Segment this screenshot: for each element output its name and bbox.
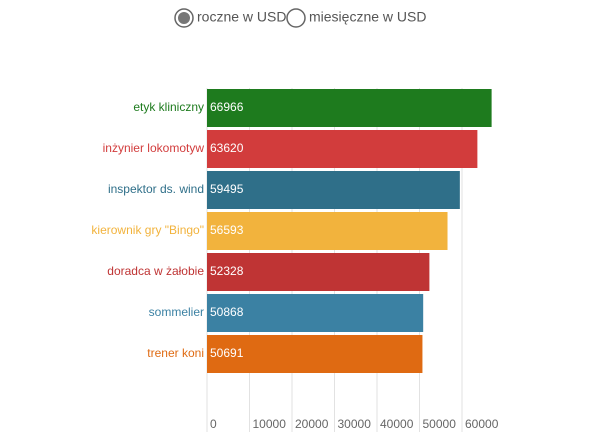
value-label: 52328 — [210, 264, 244, 278]
radio-group: roczne w USD miesięczne w USD — [174, 8, 426, 28]
bar — [207, 212, 448, 250]
x-tick-label: 20000 — [295, 417, 329, 431]
radio-label[interactable]: miesięczne w USD — [309, 9, 426, 25]
radio-circle[interactable] — [286, 8, 306, 28]
radio-dot[interactable] — [178, 12, 190, 24]
x-tick-label: 40000 — [380, 417, 414, 431]
bar — [207, 89, 492, 127]
radio-option[interactable]: roczne w USD — [174, 8, 286, 28]
x-tick-label: 10000 — [253, 417, 287, 431]
value-label: 56593 — [210, 223, 244, 237]
bar — [207, 294, 424, 332]
x-tick-label: 30000 — [338, 417, 372, 431]
x-tick-label: 0 — [210, 417, 217, 431]
bar — [207, 335, 423, 373]
bar — [207, 130, 478, 168]
value-label: 59495 — [210, 182, 244, 196]
category-label: kierownik gry "Bingo" — [91, 223, 204, 237]
category-label: inżynier lokomotyw — [103, 141, 205, 155]
bar — [207, 171, 460, 209]
x-tick-label: 50000 — [423, 417, 457, 431]
category-label: inspektor ds. wind — [108, 182, 204, 196]
category-label: etyk kliniczny — [133, 100, 204, 114]
bar — [207, 253, 430, 291]
category-label: sommelier — [149, 305, 204, 319]
category-label: trener koni — [147, 346, 204, 360]
x-tick-label: 60000 — [465, 417, 499, 431]
value-label: 63620 — [210, 141, 244, 155]
value-label: 50868 — [210, 305, 244, 319]
radio-option[interactable]: miesięczne w USD — [286, 8, 426, 28]
category-label: doradca w żałobie — [107, 264, 204, 278]
radio-label[interactable]: roczne w USD — [197, 9, 286, 25]
value-label: 66966 — [210, 100, 244, 114]
value-label: 50691 — [210, 346, 244, 360]
